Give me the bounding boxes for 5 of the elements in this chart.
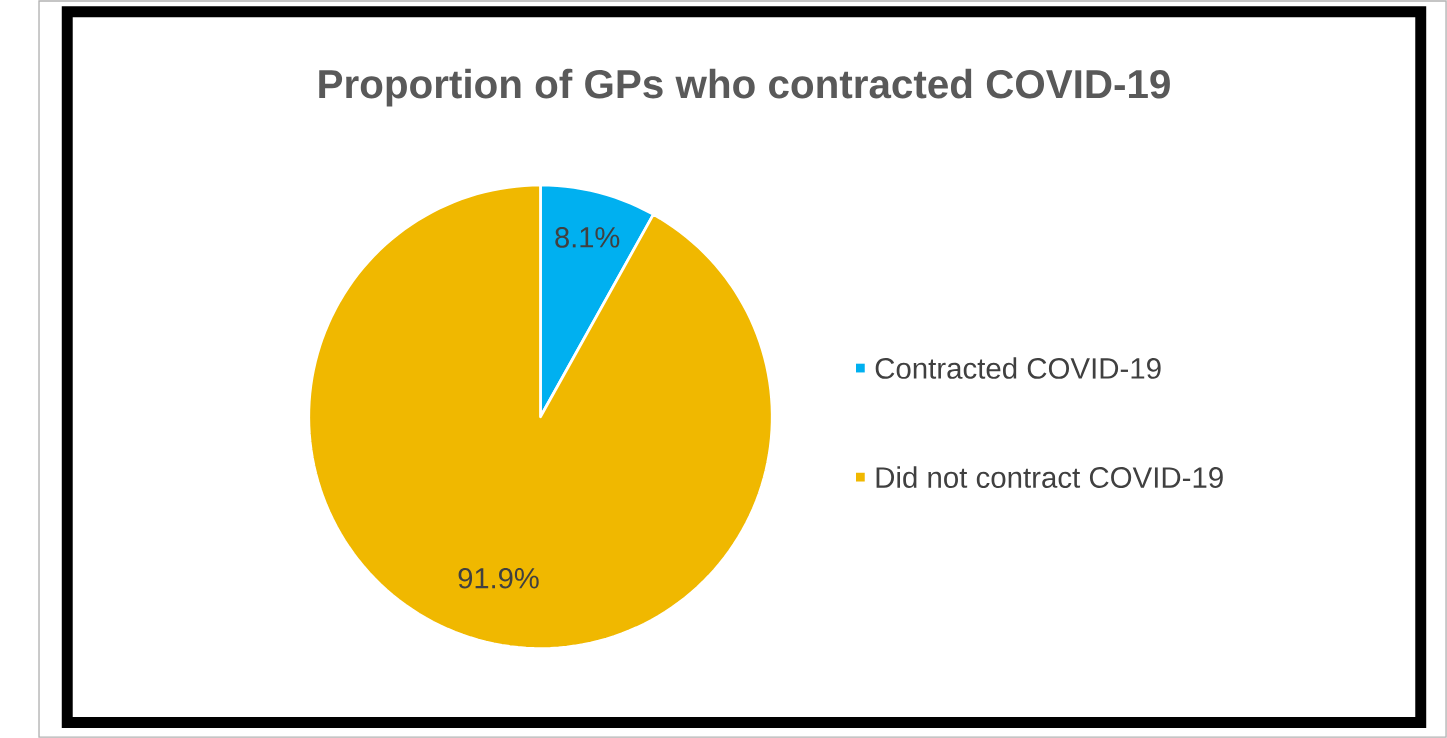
- legend-label: Did not contract COVID-19: [876, 466, 1223, 488]
- legend-label: Contracted COVID-19: [875, 357, 1161, 379]
- chart-title: Proportion of GPs who contracted COVID-19: [319, 68, 1170, 107]
- data-label: 8.1%: [555, 227, 620, 248]
- data-label: 91.9%: [458, 567, 539, 589]
